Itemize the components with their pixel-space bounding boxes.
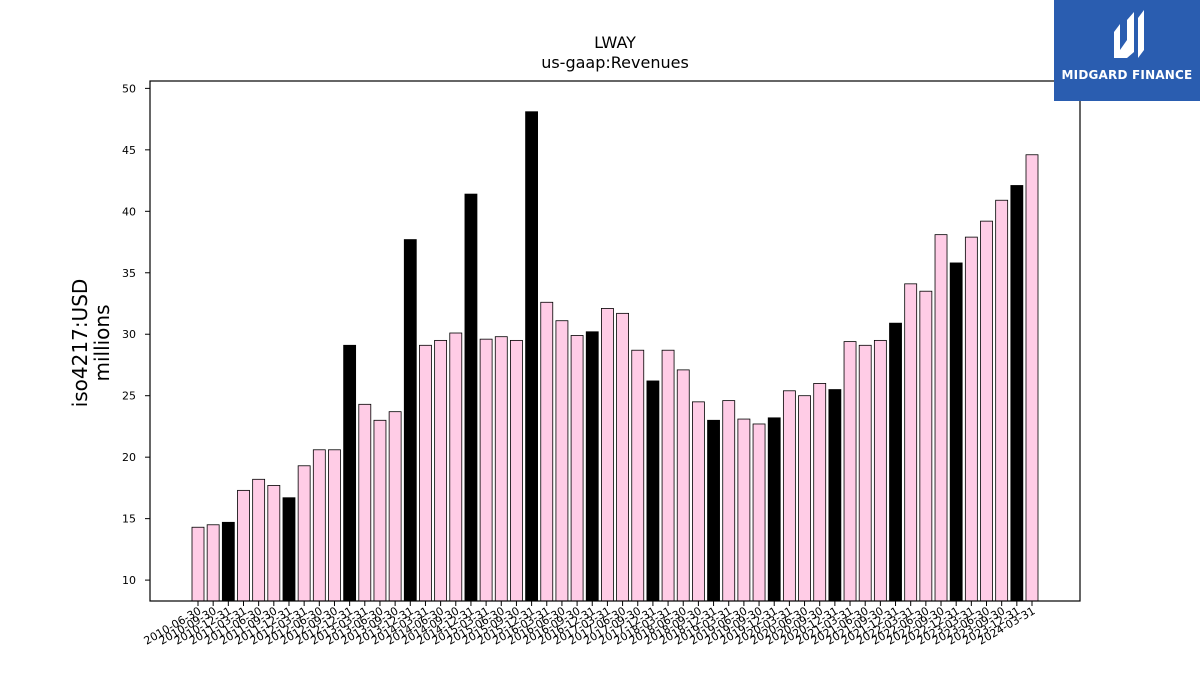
bar-2021-03-31 xyxy=(843,341,857,602)
bar-2019-06-30 xyxy=(737,418,751,602)
y-tick-label: 25 xyxy=(122,390,136,403)
bar-2020-03-31 xyxy=(782,390,796,602)
plot-frame xyxy=(149,80,1081,602)
bar-2018-12-31 xyxy=(707,419,720,602)
bar-2022-09-30 xyxy=(934,234,948,602)
bar-2014-12-31 xyxy=(464,193,478,602)
bar-2012-03-31 xyxy=(297,465,311,602)
y-tick-label: 20 xyxy=(122,451,136,464)
bar-2015-09-30 xyxy=(510,339,523,602)
bar-2017-03-31 xyxy=(601,308,614,602)
bar-2018-09-30 xyxy=(692,401,705,602)
bar-2014-06-30 xyxy=(434,339,448,602)
bar-2012-12-31 xyxy=(343,344,357,602)
bar-2017-06-30 xyxy=(616,312,629,602)
bar-2020-12-31 xyxy=(828,389,842,602)
bar-2018-03-31 xyxy=(661,349,675,602)
bar-2011-12-31 xyxy=(282,497,296,602)
bar-2020-09-30 xyxy=(813,383,827,602)
bar-2019-09-30 xyxy=(752,423,766,602)
bar-2019-03-31 xyxy=(722,400,736,602)
bar-2022-03-31 xyxy=(904,283,918,602)
bar-2021-09-30 xyxy=(873,339,887,602)
bar-2017-09-30 xyxy=(631,349,645,602)
bar-2015-12-31 xyxy=(525,111,538,602)
logo-text: MIDGARD FINANCE xyxy=(1061,68,1193,82)
bar-2018-06-30 xyxy=(676,369,690,602)
logo-mark-icon xyxy=(1114,10,1144,58)
bar-2021-12-31 xyxy=(889,322,902,602)
bar-2022-12-31 xyxy=(949,262,963,602)
y-tick-label: 50 xyxy=(122,82,136,95)
company-logo: MIDGARD FINANCE xyxy=(1054,0,1200,101)
bar-2013-09-30 xyxy=(388,411,402,602)
bar-2010-06-30 xyxy=(191,526,205,602)
bar-2023-12-31 xyxy=(1010,185,1024,602)
bar-2023-09-30 xyxy=(995,199,1009,602)
bar-2016-09-30 xyxy=(570,335,584,602)
bar-2014-09-30 xyxy=(449,332,463,602)
y-tick-label: 35 xyxy=(122,267,136,280)
bar-2010-09-30 xyxy=(206,524,220,602)
bar-2016-06-30 xyxy=(555,320,569,602)
bar-2022-06-30 xyxy=(919,290,933,602)
y-tick-label: 40 xyxy=(122,205,136,218)
bar-2011-06-30 xyxy=(252,478,266,602)
y-axis-label: iso4217:USD xyxy=(68,279,92,408)
bar-2012-06-30 xyxy=(312,449,326,602)
bar-2011-03-31 xyxy=(237,489,250,602)
bar-2023-06-30 xyxy=(980,220,993,602)
bar-2020-06-30 xyxy=(798,395,811,602)
bar-2010-12-31 xyxy=(221,521,235,602)
bar-2021-06-30 xyxy=(858,344,872,602)
bar-2016-12-31 xyxy=(585,331,599,602)
bar-2012-09-30 xyxy=(328,449,341,602)
bar-2016-03-31 xyxy=(540,301,554,602)
bar-2024-03-31 xyxy=(1025,154,1039,602)
y-tick-label: 15 xyxy=(122,513,136,526)
bar-2023-03-31 xyxy=(964,236,978,602)
y-axis-unit-label: millions xyxy=(90,304,114,381)
bar-2015-06-30 xyxy=(494,336,508,602)
chart-subtitle: us-gaap:Revenues xyxy=(541,53,689,72)
y-tick-label: 10 xyxy=(122,574,136,587)
bar-2011-09-30 xyxy=(267,485,281,602)
bar-2013-06-30 xyxy=(373,419,387,602)
bar-2013-12-31 xyxy=(403,239,417,602)
y-tick-label: 30 xyxy=(122,328,136,341)
bar-2017-12-31 xyxy=(646,380,660,602)
chart-title: LWAY xyxy=(594,33,636,52)
bar-2013-03-31 xyxy=(358,403,372,602)
bar-2019-12-31 xyxy=(767,417,781,602)
y-tick-label: 45 xyxy=(122,144,136,157)
bar-2015-03-31 xyxy=(479,338,493,602)
bar-2014-03-31 xyxy=(419,344,432,602)
